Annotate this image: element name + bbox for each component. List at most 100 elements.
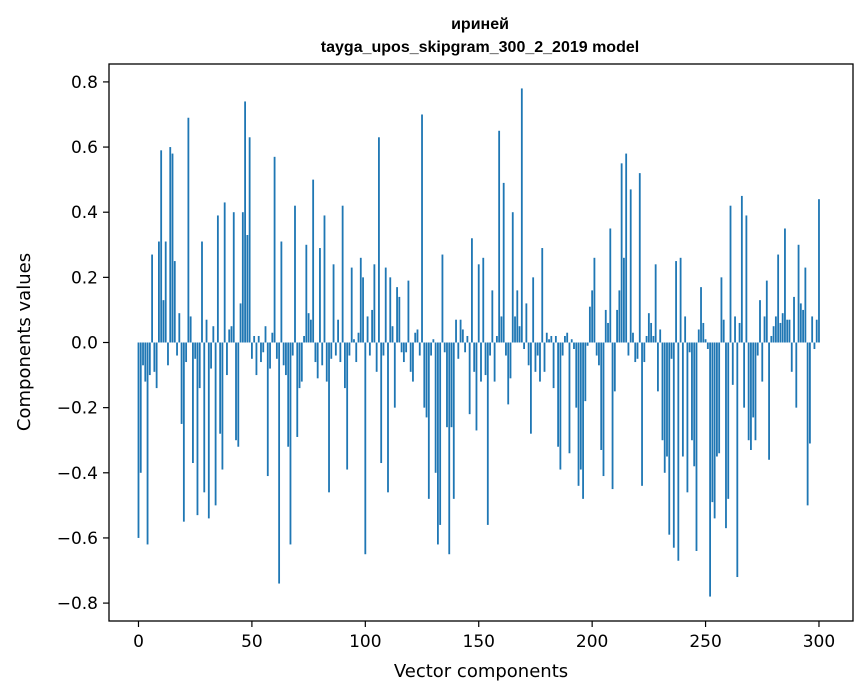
bar <box>750 342 752 450</box>
bar <box>321 342 324 366</box>
bar <box>781 313 784 343</box>
bar <box>355 342 358 363</box>
bar <box>169 147 172 343</box>
bar <box>359 257 362 343</box>
bar <box>552 342 555 389</box>
bar <box>158 241 160 343</box>
bar <box>672 342 675 548</box>
bar <box>740 195 743 343</box>
bar <box>600 342 603 450</box>
bar <box>539 342 541 382</box>
bar <box>300 342 303 382</box>
bar <box>464 342 467 353</box>
bar <box>427 342 430 499</box>
bar <box>661 342 664 441</box>
bar <box>505 342 507 356</box>
bar <box>185 342 188 363</box>
bar <box>189 316 192 343</box>
bar <box>371 309 374 343</box>
y-axis-label: Components values <box>14 253 35 431</box>
bar <box>173 261 176 343</box>
y-tick-label: −0.2 <box>57 399 98 419</box>
bar <box>337 319 339 343</box>
bar <box>437 342 439 545</box>
x-axis-label: Vector components <box>394 661 568 682</box>
bar <box>248 137 251 343</box>
bar <box>443 342 446 353</box>
bar <box>786 319 789 343</box>
bar <box>718 342 721 454</box>
bar <box>384 267 387 343</box>
y-tick-label: 0.4 <box>71 203 98 223</box>
y-tick-label: 0.2 <box>71 268 98 288</box>
bar <box>527 342 530 366</box>
x-tick-label: 150 <box>463 632 495 652</box>
y-axis-ticks: 0.8 0.6 0.4 0.2 0.0 −0.2 −0.4 −0.6 −0.8 <box>57 73 109 614</box>
bar-series <box>137 88 820 597</box>
bar <box>561 342 564 356</box>
bar <box>475 342 478 431</box>
bar <box>545 332 548 343</box>
bar <box>743 342 746 408</box>
bar <box>659 329 662 343</box>
bar <box>210 342 212 369</box>
bar <box>695 342 698 551</box>
bar <box>752 342 755 418</box>
bar <box>643 342 646 363</box>
bar <box>296 342 299 437</box>
bar <box>160 150 163 343</box>
bar <box>731 342 734 385</box>
bar <box>804 267 807 343</box>
bar <box>323 215 326 343</box>
bar <box>167 342 169 366</box>
bar <box>473 342 476 372</box>
bar <box>602 342 605 477</box>
bar <box>598 342 600 366</box>
bar <box>341 205 344 343</box>
bar <box>609 228 612 343</box>
bar <box>722 319 725 343</box>
chart-title-line-2: tayga_upos_skipgram_300_2_2019 model <box>321 39 639 56</box>
bar <box>509 342 512 379</box>
x-axis-ticks: 0 50 100 150 200 250 300 <box>133 621 835 652</box>
bar <box>686 342 689 493</box>
bar <box>500 316 503 343</box>
bar <box>645 335 648 343</box>
bar <box>298 342 301 389</box>
bar <box>815 319 818 343</box>
bar <box>305 244 308 343</box>
bar <box>196 342 199 516</box>
bar <box>700 287 702 343</box>
bar <box>725 342 727 529</box>
bar <box>806 342 809 506</box>
bar <box>260 342 262 363</box>
bar <box>448 342 451 555</box>
bar <box>650 322 653 343</box>
bar <box>706 342 709 350</box>
bar <box>294 205 296 343</box>
bar <box>793 296 795 343</box>
bar <box>523 342 525 350</box>
bar <box>477 264 480 343</box>
x-tick-label: 300 <box>803 632 835 652</box>
bar <box>636 342 639 359</box>
bar <box>346 342 349 470</box>
bar <box>282 342 285 366</box>
bar <box>307 313 310 343</box>
bar <box>423 342 426 408</box>
bar <box>246 235 249 343</box>
bar <box>255 342 258 376</box>
bar <box>271 332 274 343</box>
bar <box>516 290 519 343</box>
bar <box>257 335 260 343</box>
bar <box>502 182 505 343</box>
bar <box>679 257 682 343</box>
bar <box>582 342 584 499</box>
bar <box>393 342 396 408</box>
bar <box>638 173 641 343</box>
bar <box>486 342 489 525</box>
bar <box>146 342 149 545</box>
bar <box>652 335 655 343</box>
bar <box>353 339 355 343</box>
